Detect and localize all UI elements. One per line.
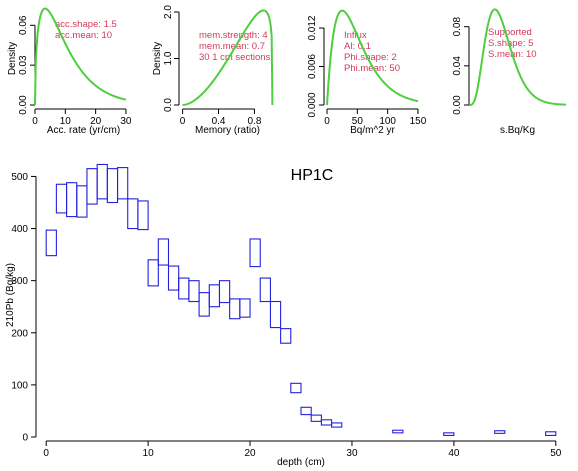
prior-annotation: mem.mean: 0.7	[199, 41, 265, 52]
data-box	[66, 182, 78, 218]
prior-annotation: S.shape: 5	[488, 38, 533, 49]
data-box	[86, 168, 98, 205]
y-axis-label: Density	[7, 42, 18, 75]
data-box	[249, 238, 261, 268]
data-box	[96, 163, 108, 200]
data-box	[494, 430, 506, 434]
prior-annotation: Phi.mean: 50	[344, 63, 400, 74]
x-tick-label: 50	[352, 116, 364, 127]
data-box	[127, 198, 139, 230]
data-box	[55, 183, 68, 214]
data-box	[320, 419, 333, 426]
panel-3: 0.000 0.006 0.012 0 50 100 150 Bq/m^2 yr InfluxA…	[307, 9, 427, 136]
x-axis-label: Bq/m^2 yr	[350, 125, 395, 136]
prior-annotation: acc.mean: 10	[55, 30, 112, 41]
y-tick-label: 0.08	[452, 17, 463, 37]
prior-annotation: 30 1 cm sections	[199, 52, 271, 63]
x-tick-label: 30	[120, 116, 132, 127]
panel-5: 0 100 200 300 400 500 0 10 20 30 40 50 depth (cm) 210…	[5, 163, 562, 468]
x-axis-label: Acc. rate (yr/cm)	[47, 125, 120, 136]
data-box	[45, 229, 57, 257]
x-tick-label: 20	[90, 116, 102, 127]
data-box	[208, 284, 221, 308]
density-curve	[34, 7, 127, 106]
prior-annotation: Supported	[488, 27, 532, 38]
y-tick-label: 0.00	[452, 95, 463, 115]
data-box	[280, 328, 292, 344]
data-box	[239, 298, 251, 318]
prior-annotation: Phi.shape: 2	[344, 52, 397, 63]
data-box	[188, 280, 200, 303]
data-box	[137, 200, 149, 231]
y-tick-label: 300	[11, 276, 28, 287]
y-tick-label: 500	[11, 172, 28, 183]
x-axis-label: s.Bq/Kg	[500, 125, 535, 136]
data-box	[116, 167, 129, 200]
density-curve	[326, 9, 419, 106]
y-tick-label: 0.03	[18, 55, 29, 75]
x-tick-label: 0	[43, 448, 49, 459]
data-box	[545, 431, 557, 436]
y-tick-label: 0	[22, 433, 28, 444]
x-tick-label: 40	[448, 448, 460, 459]
y-tick-label: 100	[11, 380, 28, 391]
data-box	[157, 238, 170, 266]
x-tick-label: 0	[180, 116, 186, 127]
y-tick-label: 400	[11, 224, 28, 235]
data-box	[167, 265, 180, 291]
x-tick-label: 10	[143, 448, 155, 459]
chart-title: HP1C	[291, 167, 334, 184]
x-tick-label: 10	[60, 116, 72, 127]
x-tick-label: 30	[346, 448, 358, 459]
x-axis-label: depth (cm)	[277, 457, 325, 468]
data-box	[178, 277, 190, 300]
data-box	[290, 382, 302, 394]
x-tick-label: 0.8	[247, 116, 261, 127]
y-tick-label: 0.06	[18, 15, 29, 35]
data-box	[269, 300, 282, 329]
data-box	[218, 280, 231, 304]
y-tick-label: 0.006	[307, 54, 318, 79]
data-box	[106, 168, 119, 204]
y-tick-label: 0.000	[307, 92, 318, 117]
density-curve	[469, 8, 567, 106]
prior-annotation: mem.strength: 4	[199, 30, 268, 41]
data-box	[76, 185, 88, 218]
data-box	[229, 298, 241, 320]
x-tick-label: 50	[550, 448, 562, 459]
x-tick-label: 150	[410, 116, 427, 127]
data-box	[300, 406, 312, 416]
data-box	[392, 429, 404, 434]
prior-annotation: acc.shape: 1.5	[55, 19, 117, 30]
x-tick-label: 20	[244, 448, 256, 459]
y-tick-label: 2.0	[163, 5, 174, 19]
data-box	[443, 432, 455, 436]
x-tick-label: 0	[324, 116, 330, 127]
y-tick-label: 0.04	[452, 56, 463, 76]
y-tick-label: 0.0	[163, 98, 174, 112]
data-box	[147, 259, 159, 287]
y-tick-label: 0.012	[307, 15, 318, 40]
data-box	[331, 422, 343, 428]
data-box	[259, 277, 271, 303]
y-tick-label: 1.0	[163, 51, 174, 65]
prior-annotation: Al: 0.1	[344, 41, 371, 52]
data-box	[198, 292, 210, 317]
x-tick-label: 0.4	[212, 116, 226, 127]
y-tick-label: 0.00	[18, 95, 29, 115]
y-axis-label: Density	[152, 42, 163, 75]
data-box	[310, 414, 322, 422]
x-tick-label: 100	[379, 116, 396, 127]
x-tick-label: 0	[32, 116, 38, 127]
prior-annotation: Influx	[344, 30, 367, 41]
y-axis-label: 210Pb (Bq/kg)	[5, 263, 16, 327]
y-tick-label: 200	[11, 328, 28, 339]
x-axis-label: Memory (ratio)	[195, 125, 260, 136]
density-curve	[182, 9, 274, 106]
